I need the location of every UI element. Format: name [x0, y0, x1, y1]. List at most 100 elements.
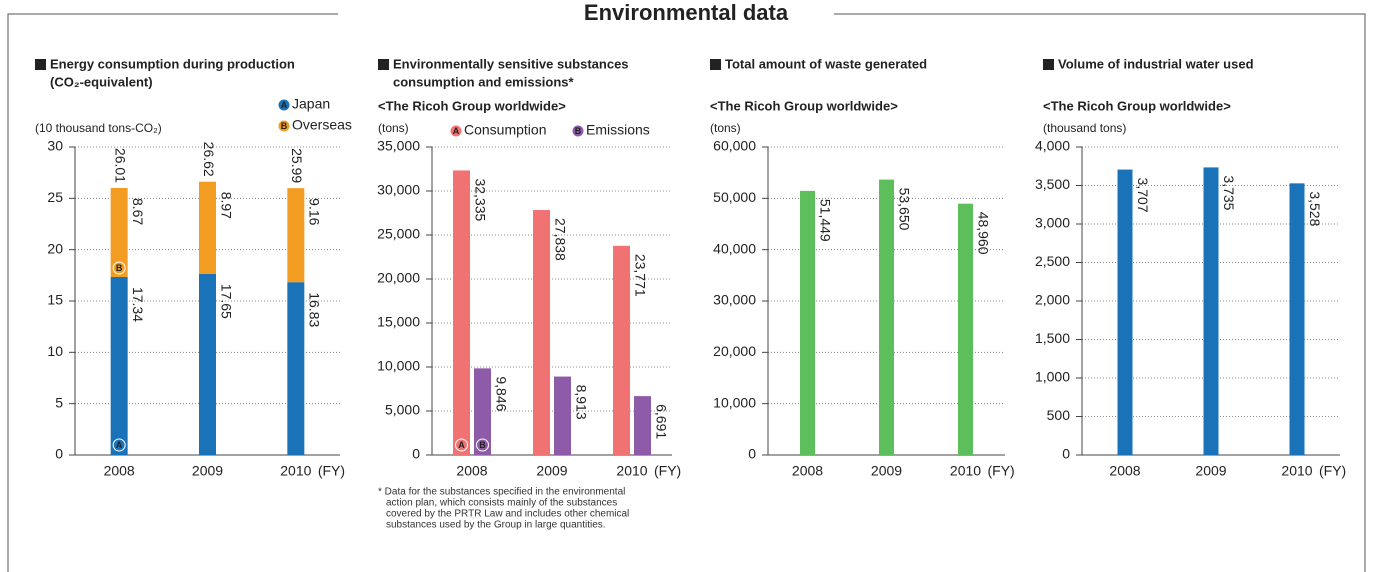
y-unit: (tons): [378, 121, 409, 135]
y-tick-label: 0: [55, 446, 63, 462]
footnote: * Data for the substances specified in t…: [378, 487, 625, 498]
bar-segment: [110, 187, 128, 277]
series-marker-letter: B: [479, 440, 486, 450]
series-marker: [112, 438, 126, 452]
series-marker-letter: A: [458, 440, 465, 450]
series-marker-letter: B: [575, 126, 582, 136]
title-square: [710, 59, 721, 70]
x-tick-label: 2009: [871, 463, 902, 479]
value-label: 27,838: [552, 218, 568, 261]
series-marker-letter: B: [281, 121, 288, 131]
legend-label: Japan: [292, 96, 330, 112]
y-tick-label: 60,000: [713, 138, 756, 154]
x-tick-label: 2008: [456, 463, 487, 479]
x-tick-label: 2009: [1195, 463, 1226, 479]
series-marker-letter: A: [453, 126, 460, 136]
footnote: substances used by the Group in large qu…: [386, 520, 606, 531]
value-label: 48,960: [975, 212, 991, 255]
value-label: 53,650: [896, 188, 912, 231]
y-tick-label: 30,000: [377, 182, 420, 198]
bar-segment: [199, 273, 216, 455]
bar: [1203, 167, 1219, 455]
x-tick-label: 2008: [1109, 463, 1140, 479]
value-label: 16.83: [307, 292, 323, 327]
bar: [879, 179, 894, 455]
y-tick-label: 0: [1062, 446, 1070, 462]
y-tick-label: 5,000: [385, 402, 420, 418]
page-title: Environmental data: [584, 0, 789, 25]
y-tick-label: 10: [47, 343, 63, 359]
x-tick-label: 2010: [616, 463, 647, 479]
total-label: 26.62: [201, 142, 217, 177]
title-square: [35, 59, 46, 70]
series-marker: [277, 98, 291, 112]
chart-title: Total amount of waste generated: [725, 56, 927, 71]
bar-segment: [199, 181, 216, 274]
bar: [453, 170, 470, 455]
y-tick-label: 500: [1047, 407, 1071, 423]
x-tick-label: 2008: [792, 463, 823, 479]
bar-segment: [110, 276, 128, 455]
series-marker: [476, 438, 489, 452]
y-unit: (10 thousand tons-CO₂): [35, 121, 162, 135]
y-tick-label: 5: [55, 394, 63, 410]
y-tick-label: 15: [47, 292, 63, 308]
value-label: 3,707: [1135, 178, 1151, 213]
series-marker-letter: A: [116, 440, 123, 450]
legend-label: Consumption: [464, 122, 547, 138]
y-unit: (tons): [710, 121, 741, 135]
y-tick-label: 2,500: [1035, 253, 1070, 269]
y-tick-label: 1,500: [1035, 330, 1070, 346]
value-label: 9.16: [307, 198, 323, 225]
y-tick-label: 3,000: [1035, 215, 1070, 231]
y-tick-label: 0: [748, 446, 756, 462]
y-tick-label: 0: [412, 446, 420, 462]
title-square: [1043, 59, 1054, 70]
series-marker-letter: A: [281, 100, 288, 110]
bar: [634, 396, 651, 455]
value-label: 17.65: [218, 284, 234, 319]
footnote: covered by the PRTR Law and includes oth…: [386, 509, 629, 520]
y-unit: (thousand tons): [1043, 121, 1126, 135]
bar-segment: [287, 282, 305, 455]
x-tick-label: 2010: [1281, 463, 1312, 479]
value-label: 8.97: [218, 192, 234, 219]
title-square: [378, 59, 389, 70]
y-tick-label: 35,000: [377, 138, 420, 154]
y-tick-label: 20,000: [713, 343, 756, 359]
y-tick-label: 25,000: [377, 226, 420, 242]
series-marker: [112, 261, 126, 275]
x-tick-label: 2010: [950, 463, 981, 479]
y-tick-label: 30: [47, 138, 63, 154]
bar: [1117, 169, 1133, 455]
y-tick-label: 2,000: [1035, 292, 1070, 308]
total-label: 26.01: [112, 148, 128, 183]
x-tick-label: 2009: [192, 463, 223, 479]
x-tick-label: 2010: [280, 463, 311, 479]
bar: [613, 245, 630, 455]
x-tick-label: 2008: [104, 463, 135, 479]
value-label: 32,335: [472, 178, 488, 221]
series-marker-letter: B: [116, 263, 123, 273]
y-tick-label: 10,000: [713, 394, 756, 410]
x-unit: (FY): [318, 463, 345, 479]
title-backdrop: [338, 2, 834, 28]
total-label: 25.99: [289, 148, 305, 183]
x-unit: (FY): [988, 463, 1015, 479]
chart-subtitle: <The Ricoh Group worldwide>: [1043, 98, 1231, 113]
x-unit: (FY): [654, 463, 681, 479]
y-tick-label: 10,000: [377, 358, 420, 374]
value-label: 3,735: [1221, 175, 1237, 210]
y-tick-label: 1,000: [1035, 369, 1070, 385]
value-label: 23,771: [632, 254, 648, 297]
value-label: 51,449: [817, 199, 833, 242]
y-tick-label: 15,000: [377, 314, 420, 330]
x-unit: (FY): [1319, 463, 1346, 479]
value-label: 3,528: [1307, 191, 1323, 226]
bar: [958, 203, 973, 455]
chart-title: consumption and emissions*: [393, 74, 575, 89]
legend-label: Overseas: [292, 117, 352, 133]
y-tick-label: 30,000: [713, 292, 756, 308]
series-marker: [277, 119, 291, 133]
bar: [1289, 183, 1305, 455]
